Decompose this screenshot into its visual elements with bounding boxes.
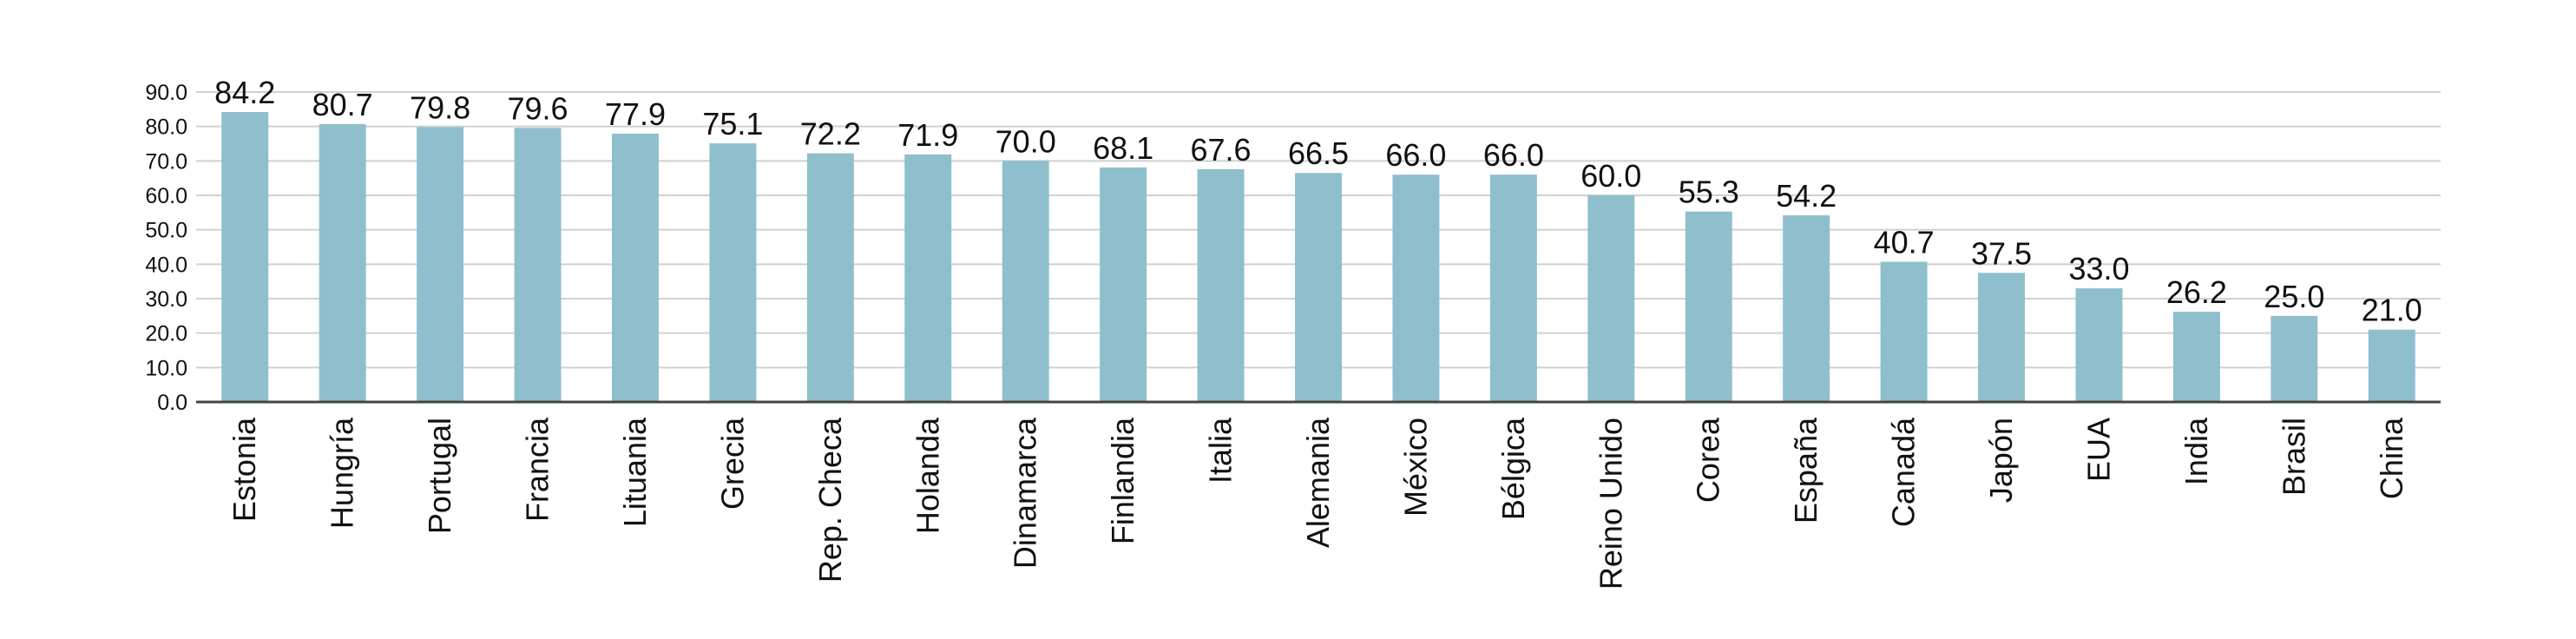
value-label: 66.0 [1385, 137, 1446, 173]
bar [709, 143, 757, 402]
bar [514, 128, 562, 402]
x-tick-label: Francia [520, 417, 555, 522]
x-tick-label: Bélgica [1495, 417, 1531, 520]
value-label: 26.2 [2166, 274, 2227, 310]
value-label: 37.5 [1971, 235, 2032, 271]
x-tick-label: México [1397, 418, 1433, 517]
value-label: 33.0 [2068, 251, 2129, 287]
bar [1783, 215, 1830, 402]
value-label: 68.1 [1093, 130, 1153, 166]
x-tick-label: Hungría [325, 417, 360, 529]
value-label: 40.7 [1874, 225, 1935, 260]
value-label: 75.1 [702, 106, 763, 142]
x-tick-label: Corea [1691, 417, 1726, 503]
bar [2075, 288, 2123, 402]
y-tick-label: 80.0 [145, 115, 187, 140]
value-label: 80.7 [312, 87, 373, 122]
bar [1100, 167, 1147, 402]
bar [1880, 261, 1928, 402]
bar [1392, 175, 1440, 402]
bar [1978, 273, 2026, 402]
value-label: 79.8 [410, 89, 470, 125]
y-tick-label: 60.0 [145, 184, 187, 208]
x-tick-label: China [2374, 417, 2409, 499]
x-tick-label: Alemania [1300, 417, 1336, 548]
x-tick-label: Reino Unido [1593, 418, 1628, 590]
value-label: 77.9 [605, 96, 666, 132]
value-label: 66.5 [1288, 135, 1349, 171]
bar [1685, 211, 1732, 402]
bar [611, 133, 659, 402]
x-tick-label: Rep. Checa [812, 417, 848, 583]
bar [904, 154, 952, 402]
value-label: 71.9 [897, 117, 958, 153]
y-tick-label: 70.0 [145, 149, 187, 174]
value-label: 25.0 [2264, 279, 2324, 314]
y-tick-label: 30.0 [145, 287, 187, 312]
value-label: 84.2 [214, 75, 275, 110]
bar [806, 153, 854, 402]
x-tick-label: Portugal [422, 418, 457, 534]
value-label: 72.2 [800, 116, 861, 152]
x-tick-label: Canadá [1886, 417, 1922, 527]
x-tick-label: Brasil [2276, 418, 2311, 496]
y-tick-label: 0.0 [157, 391, 187, 415]
x-tick-label: Dinamarca [1008, 417, 1043, 569]
value-label: 67.6 [1191, 132, 1252, 168]
bar [1489, 175, 1537, 402]
y-tick-label: 20.0 [145, 322, 187, 346]
y-tick-label: 40.0 [145, 253, 187, 277]
value-label: 21.0 [2362, 293, 2422, 328]
x-tick-label: España [1788, 417, 1824, 524]
x-tick-label: Lituania [617, 417, 653, 527]
bar [2270, 315, 2318, 402]
bar [417, 127, 464, 402]
value-label: 60.0 [1580, 158, 1641, 194]
y-tick-label: 50.0 [145, 219, 187, 243]
x-tick-label: Estonia [227, 417, 262, 522]
x-tick-label: Grecia [714, 417, 750, 510]
x-tick-label: Italia [1203, 417, 1239, 484]
bar [1002, 161, 1049, 403]
x-tick-label: Finlandia [1105, 417, 1140, 544]
x-tick-label: EUA [2080, 418, 2116, 482]
bar [319, 123, 366, 402]
x-tick-label: Japón [1983, 418, 2019, 503]
value-label: 66.0 [1483, 137, 1544, 173]
bar [1587, 195, 1635, 402]
bar [1295, 173, 1342, 402]
x-tick-label: India [2178, 417, 2214, 485]
bar [221, 112, 269, 403]
bar [2172, 312, 2220, 402]
value-label: 70.0 [996, 123, 1056, 159]
value-label: 79.6 [507, 90, 568, 126]
value-label: 55.3 [1679, 175, 1739, 210]
bar [2368, 329, 2415, 402]
y-tick-label: 10.0 [145, 356, 187, 380]
y-tick-label: 90.0 [145, 81, 187, 105]
x-tick-label: Holanda [910, 417, 945, 534]
bar [1197, 168, 1245, 402]
value-label: 54.2 [1776, 178, 1837, 214]
